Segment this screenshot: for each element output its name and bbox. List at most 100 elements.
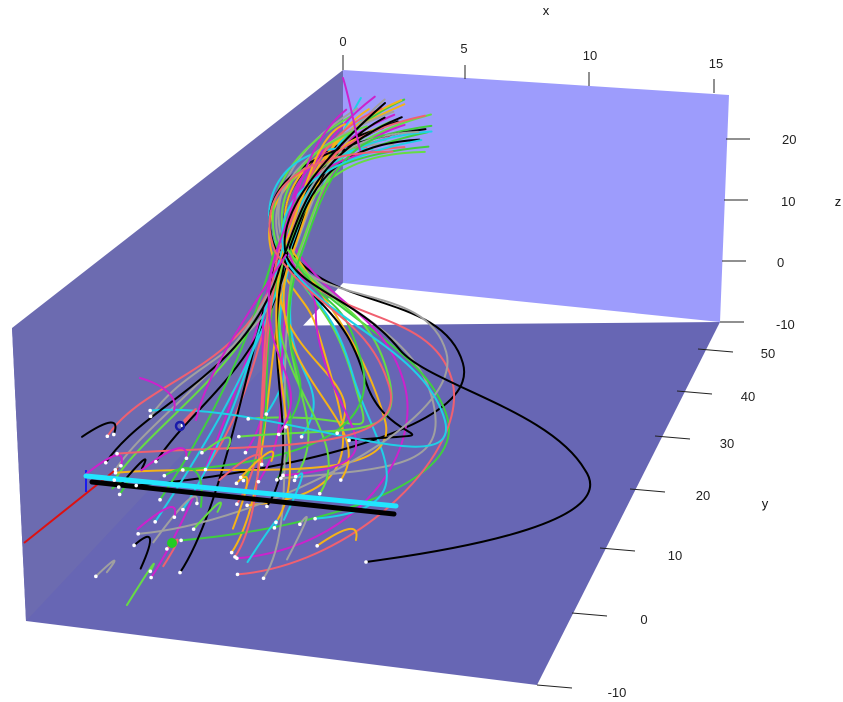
seed-point	[238, 475, 243, 480]
seed-point	[154, 459, 158, 464]
seed-point	[298, 522, 302, 527]
seed-point	[299, 435, 304, 439]
z-axis-ticks	[720, 138, 750, 323]
y-tick-label: 50	[761, 346, 775, 361]
streamline	[231, 475, 249, 530]
seed-point	[261, 576, 266, 581]
seed-point	[105, 434, 110, 439]
z-tick-label: -10	[776, 317, 795, 332]
streamline	[139, 377, 176, 411]
streamline	[283, 472, 304, 521]
z-tick-labels: 20 10 0 -10	[776, 132, 796, 332]
z-axis-title: z	[835, 194, 842, 209]
seed-point	[246, 417, 251, 421]
seed-point	[94, 574, 98, 579]
x-axis-title: x	[543, 3, 550, 18]
seed-point	[245, 503, 249, 508]
seed-point	[279, 476, 283, 481]
streamline	[282, 149, 380, 477]
seed-point	[136, 532, 140, 536]
streamline	[163, 466, 203, 508]
seed-point	[112, 478, 117, 482]
x-axis-ticks	[342, 55, 715, 93]
seed-point	[281, 473, 285, 478]
seed-point	[203, 467, 208, 472]
seed-point	[149, 575, 153, 580]
streamline	[247, 115, 365, 426]
seed-point	[117, 492, 122, 497]
x-tick-label: 15	[709, 56, 723, 71]
streamline	[246, 124, 386, 507]
streamline	[192, 501, 222, 531]
streamline	[239, 450, 275, 479]
streamline	[84, 454, 123, 476]
seed-point	[153, 519, 157, 524]
streamline	[267, 108, 348, 436]
seed-point	[134, 483, 139, 488]
y-axis-ticks	[536, 348, 734, 689]
y-tick-0	[571, 612, 608, 617]
seed-point	[115, 451, 119, 456]
seed-point	[148, 408, 152, 413]
streamline	[233, 114, 426, 558]
start-marker	[167, 538, 177, 548]
seed-point	[292, 478, 297, 483]
seed-point	[158, 497, 162, 502]
x-tick-label: 10	[583, 48, 597, 63]
seed-point	[276, 432, 281, 437]
streamline	[268, 146, 388, 520]
seed-point	[235, 572, 240, 577]
seed-point	[148, 569, 153, 574]
seed-point	[317, 491, 322, 496]
seed-points-group	[94, 408, 368, 581]
y-tick-20	[629, 488, 666, 493]
z-tick-label: 0	[777, 255, 784, 270]
seed-point	[229, 550, 234, 555]
seed-point	[191, 527, 196, 531]
y-tick-m10	[536, 684, 573, 689]
cyan-bar	[83, 473, 399, 509]
seed-point	[313, 516, 317, 521]
streamline	[81, 421, 117, 438]
seed-point	[237, 434, 241, 439]
streamlines-group	[81, 77, 592, 607]
y-tick-label: 40	[741, 389, 755, 404]
z-tick-label: 20	[782, 132, 796, 147]
seed-point	[338, 478, 343, 482]
y-axis-title: y	[762, 496, 769, 511]
y-tick-10	[599, 547, 636, 552]
y-tick-30	[654, 435, 691, 440]
seed-point	[148, 414, 153, 419]
streamline	[133, 535, 152, 570]
seed-point	[103, 460, 108, 465]
seed-point	[234, 481, 239, 486]
streamline	[218, 454, 263, 482]
y-tick-40	[676, 390, 713, 395]
y-tick-50	[697, 348, 734, 353]
seed-point	[179, 538, 183, 543]
seed-point	[113, 468, 118, 472]
streamline	[200, 436, 232, 454]
y-tick-label: -10	[608, 685, 627, 700]
seed-point	[184, 456, 189, 461]
seed-point	[116, 485, 121, 489]
y-tick-label: 20	[696, 488, 710, 503]
streamline	[104, 116, 403, 464]
seed-point	[259, 462, 264, 467]
seed-point	[195, 501, 199, 506]
seed-point	[162, 473, 167, 478]
streamline	[342, 77, 361, 151]
y-tick-labels: -10 0 10 20 30 40 50	[608, 346, 776, 700]
streamline	[94, 559, 116, 578]
streamline	[137, 110, 449, 535]
y-tick-label: 10	[668, 548, 682, 563]
streamline	[237, 125, 393, 438]
seed-point	[233, 555, 237, 559]
x-tick-label: 0	[339, 34, 346, 49]
y-tick-label: 0	[640, 612, 647, 627]
streamline	[274, 123, 347, 524]
seed-point	[111, 432, 116, 437]
streamline	[195, 254, 287, 421]
seed-point	[178, 570, 182, 575]
seed-point	[243, 450, 248, 455]
